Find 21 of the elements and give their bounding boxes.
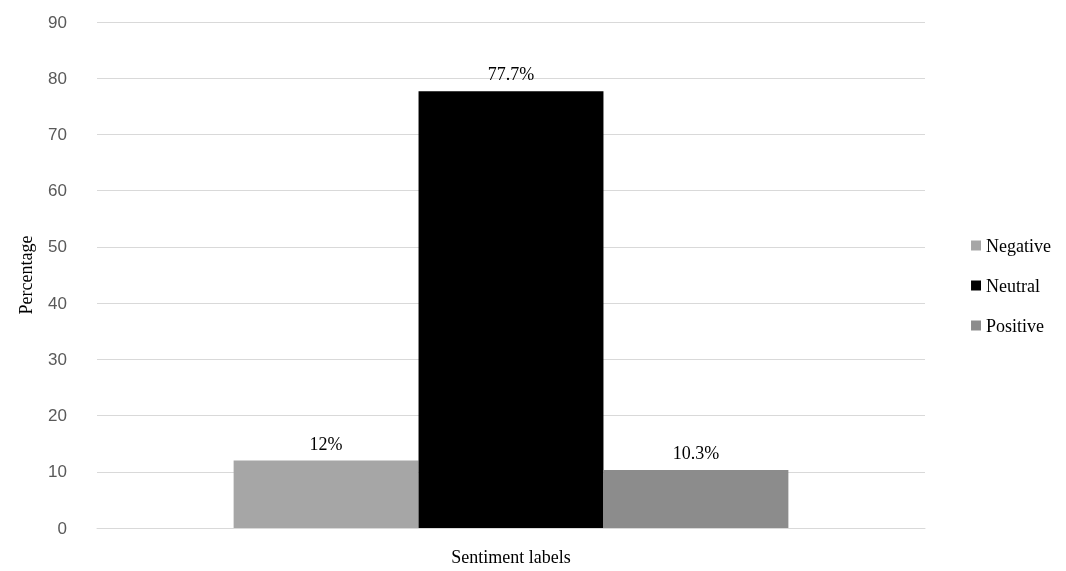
y-tick-label: 70 [48, 124, 67, 144]
data-label: 12% [309, 433, 343, 454]
y-tick-label: 80 [48, 68, 67, 88]
y-tick-label: 50 [48, 237, 67, 257]
bar [418, 91, 604, 528]
y-tick-label: 0 [57, 518, 67, 538]
legend-label: Neutral [986, 275, 1041, 296]
legend-label: Positive [986, 315, 1045, 336]
legend-label: Negative [986, 235, 1052, 256]
y-tick-label: 30 [48, 349, 67, 369]
data-label: 77.7% [487, 64, 535, 85]
y-tick-label: 20 [48, 406, 67, 426]
y-tick-label: 60 [48, 181, 67, 201]
data-label: 10.3% [672, 443, 720, 464]
y-tick-label: 10 [48, 462, 67, 482]
y-tick-label: 40 [48, 293, 67, 313]
x-axis-title: Sentiment labels [451, 547, 571, 567]
y-axis-title: Percentage [16, 235, 36, 315]
y-tick-label: 90 [48, 12, 67, 32]
bar [233, 460, 419, 528]
bar [603, 470, 789, 528]
